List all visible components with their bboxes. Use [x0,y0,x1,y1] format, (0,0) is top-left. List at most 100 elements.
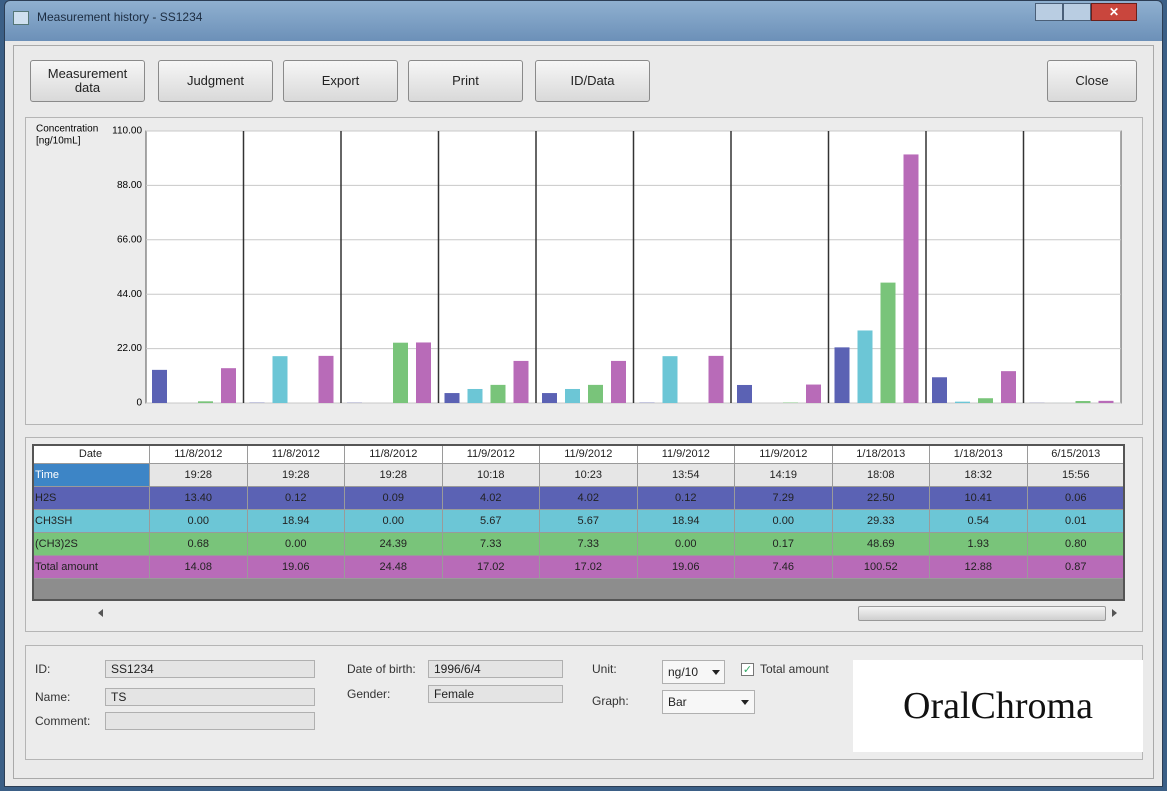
table-cell: 7.29 [735,487,833,510]
bar [565,388,580,403]
maximize-button[interactable] [1063,3,1091,21]
table-cell: 17.02 [540,556,638,579]
table-cell: 0.68 [150,533,248,556]
bar [932,377,947,403]
table-frame [32,444,1125,601]
toolbar-button[interactable]: Print [408,60,523,102]
bar [490,384,506,403]
row-label: Total amount [32,556,150,579]
bar [444,393,460,403]
table-cell: 14.08 [150,556,248,579]
table-header-cell: 11/9/2012 [637,444,735,464]
toolbar-button[interactable]: Judgment [158,60,273,102]
field-box: SS1234 [105,660,315,678]
minimize-button[interactable] [1035,3,1063,21]
window-close-button[interactable]: ✕ [1091,3,1137,21]
y-tick-label: 110.00 [112,126,142,137]
table-cell: 48.69 [832,533,930,556]
table-cell: 0.00 [345,510,443,533]
scrollbar-thumb[interactable] [858,606,1106,621]
bar [857,330,873,403]
toolbar-button[interactable]: Measurement data [30,60,145,102]
field-label: Date of birth: [347,662,416,676]
table-header-cell: 11/9/2012 [540,444,638,464]
graph-label: Graph: [592,694,629,708]
table-cell: 12.88 [930,556,1028,579]
y-tick-label: 66.00 [117,234,142,245]
table-cell: 19:28 [247,464,345,487]
table-cell: 0.00 [150,510,248,533]
table-cell: 18:32 [930,464,1028,487]
field-box [105,712,315,730]
bar [611,360,626,403]
row-label: CH3SH [32,510,150,533]
table-cell: 29.33 [832,510,930,533]
field-label: ID: [35,662,51,676]
bar [198,401,213,403]
y-tick-label: 88.00 [117,180,142,191]
field-label: Name: [35,690,71,704]
total-checkbox[interactable]: ✓ [741,663,754,676]
bar [221,368,236,403]
table-header-cell: 11/9/2012 [442,444,540,464]
bar [318,355,334,403]
table-cell: 18.94 [247,510,345,533]
table-header-cell: 1/18/2013 [832,444,930,464]
table-cell: 19.06 [247,556,345,579]
toolbar-button[interactable]: Export [283,60,398,102]
scroll-left-arrow[interactable] [98,609,103,617]
field-box: 1996/6/4 [428,660,563,678]
field-box: Female [428,685,563,703]
graph-select[interactable]: Bar [662,690,755,714]
table-cell: 4.02 [540,487,638,510]
chart-panel: Concentration [ng/10mL] 0 22.00 44.00 66.00 88… [25,117,1143,425]
graph-select-arrow[interactable] [741,700,749,705]
table-cell: 0.17 [735,533,833,556]
table-cell: 7.33 [540,533,638,556]
bar [416,342,431,403]
table-header-cell: 6/15/2013 [1027,444,1125,464]
table-cell: 5.67 [442,510,540,533]
bar [978,398,993,403]
unit-label: Unit: [592,662,617,676]
unit-select-arrow[interactable] [712,670,720,675]
bar [272,356,288,403]
table-cell: 5.67 [540,510,638,533]
table-cell: 18:08 [832,464,930,487]
table-header-cell: 11/8/2012 [345,444,443,464]
y-tick-label: 22.00 [117,343,142,354]
close-button[interactable]: Close [1047,60,1137,102]
row-label: Time [32,464,150,487]
bar [708,355,724,403]
field-label: Comment: [35,714,91,728]
bar [152,369,167,403]
bar [1001,371,1016,403]
bar [903,154,919,403]
table-header-cell: Date [32,444,150,464]
table-empty-row [32,579,1125,601]
bar [1075,401,1091,403]
table-cell: 7.33 [442,533,540,556]
toolbar-button[interactable]: ID/Data [535,60,650,102]
bar [737,384,752,403]
table-cell: 10:18 [442,464,540,487]
table-cell: 0.12 [247,487,345,510]
table-header-cell: 11/8/2012 [247,444,345,464]
table-cell: 14:19 [735,464,833,487]
row-label: H2S [32,487,150,510]
table-cell: 0.87 [1027,556,1125,579]
y-tick-label: 44.00 [117,289,142,300]
table-cell: 24.39 [345,533,443,556]
bar [467,388,483,403]
y-axis-label: Concentration [36,124,98,135]
bar [955,401,970,403]
table-cell: 19.06 [637,556,735,579]
bar [588,384,603,403]
scroll-right-arrow[interactable] [1112,609,1117,617]
table-cell: 19:28 [345,464,443,487]
table-cell: 1.93 [930,533,1028,556]
bar [806,384,821,403]
logo: OralChroma [853,660,1143,752]
